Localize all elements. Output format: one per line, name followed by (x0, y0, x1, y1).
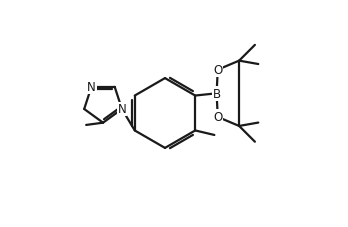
Text: N: N (118, 103, 126, 116)
Text: O: O (213, 64, 222, 77)
Text: B: B (213, 87, 221, 100)
Text: O: O (213, 111, 222, 124)
Text: N: N (87, 81, 96, 94)
